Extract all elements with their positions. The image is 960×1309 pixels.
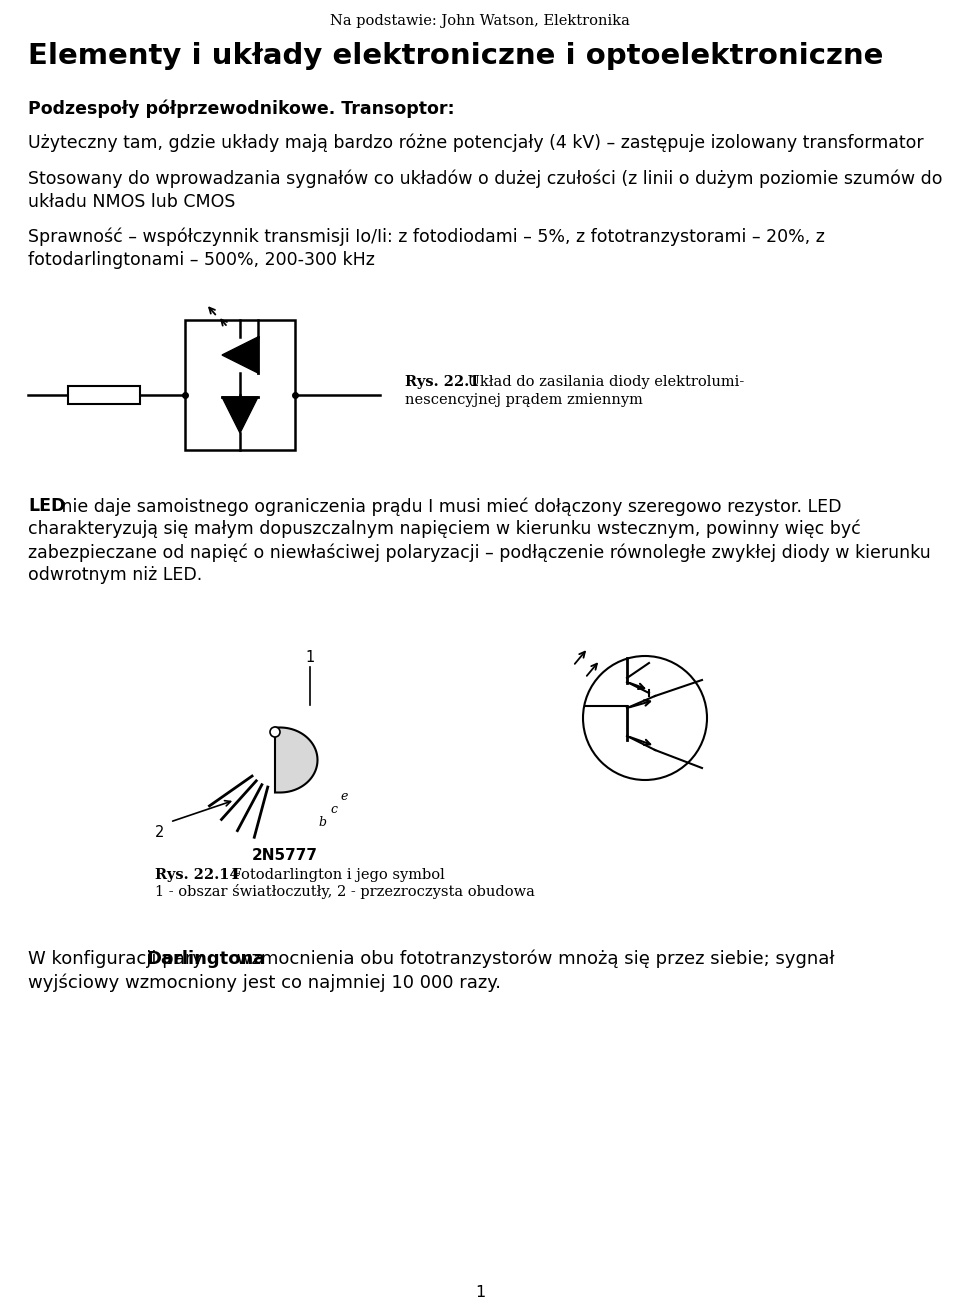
Text: Na podstawie: John Watson, Elektronika: Na podstawie: John Watson, Elektronika — [330, 14, 630, 27]
Text: Użyteczny tam, gdzie układy mają bardzo różne potencjały (4 kV) – zastępuje izol: Użyteczny tam, gdzie układy mają bardzo … — [28, 134, 924, 152]
Text: LED: LED — [28, 497, 65, 514]
Text: Darlingtona: Darlingtona — [146, 950, 265, 967]
Text: W konfiguracji pary: W konfiguracji pary — [28, 950, 208, 967]
Text: 1: 1 — [475, 1285, 485, 1300]
Text: nescencyjnej prądem zmiennym: nescencyjnej prądem zmiennym — [405, 393, 643, 407]
Text: Układ do zasilania diody elektrolumi-: Układ do zasilania diody elektrolumi- — [463, 374, 744, 389]
Circle shape — [583, 656, 707, 780]
Polygon shape — [222, 336, 258, 373]
Text: Rys. 22.1: Rys. 22.1 — [405, 374, 479, 389]
Text: Stosowany do wprowadzania sygnałów co układów o dużej czułości (z linii o dużym : Stosowany do wprowadzania sygnałów co uk… — [28, 170, 943, 188]
Bar — [185, 319, 295, 450]
Text: 1: 1 — [305, 651, 314, 665]
Text: układu NMOS lub CMOS: układu NMOS lub CMOS — [28, 192, 235, 211]
Text: Elementy i układy elektroniczne i optoelektroniczne: Elementy i układy elektroniczne i optoel… — [28, 42, 883, 69]
Text: Podzespoły półprzewodnikowe. Transoptor:: Podzespoły półprzewodnikowe. Transoptor: — [28, 99, 455, 119]
Bar — [68, 386, 140, 404]
Text: charakteryzują się małym dopuszczalnym napięciem w kierunku wstecznym, powinny w: charakteryzują się małym dopuszczalnym n… — [28, 520, 861, 538]
Text: 2: 2 — [155, 825, 164, 840]
Text: odwrotnym niż LED.: odwrotnym niż LED. — [28, 565, 203, 584]
Text: e: e — [340, 791, 348, 802]
Text: 1 - obszar światłoczutły, 2 - przezroczysta obudowa: 1 - obszar światłoczutły, 2 - przezroczy… — [155, 884, 535, 899]
Text: wzmocnienia obu fototranzystorów mnożą się przez siebie; sygnał: wzmocnienia obu fototranzystorów mnożą s… — [231, 950, 834, 969]
Polygon shape — [275, 728, 318, 792]
Text: fotodarlingtonami – 500%, 200-300 kHz: fotodarlingtonami – 500%, 200-300 kHz — [28, 251, 374, 270]
Text: c: c — [330, 802, 337, 816]
Text: zabezpieczane od napięć o niewłaściwej polaryzacji – podłączenie równoległe zwyk: zabezpieczane od napięć o niewłaściwej p… — [28, 543, 931, 562]
Circle shape — [270, 726, 280, 737]
Text: b: b — [318, 816, 326, 829]
Text: nie daje samoistnego ograniczenia prądu I musi mieć dołączony szeregowo rezystor: nie daje samoistnego ograniczenia prądu … — [56, 497, 842, 516]
Text: Fotodarlington i jego symbol: Fotodarlington i jego symbol — [227, 868, 444, 882]
Polygon shape — [222, 397, 258, 433]
Text: 2N5777: 2N5777 — [252, 848, 318, 863]
Text: Rys. 22.14: Rys. 22.14 — [155, 868, 240, 882]
Text: wyjściowy wzmocniony jest co najmniej 10 000 razy.: wyjściowy wzmocniony jest co najmniej 10… — [28, 974, 501, 992]
Text: Sprawność – współczynnik transmisji Io/Ii: z fotodiodami – 5%, z fototranzystora: Sprawność – współczynnik transmisji Io/I… — [28, 228, 825, 246]
